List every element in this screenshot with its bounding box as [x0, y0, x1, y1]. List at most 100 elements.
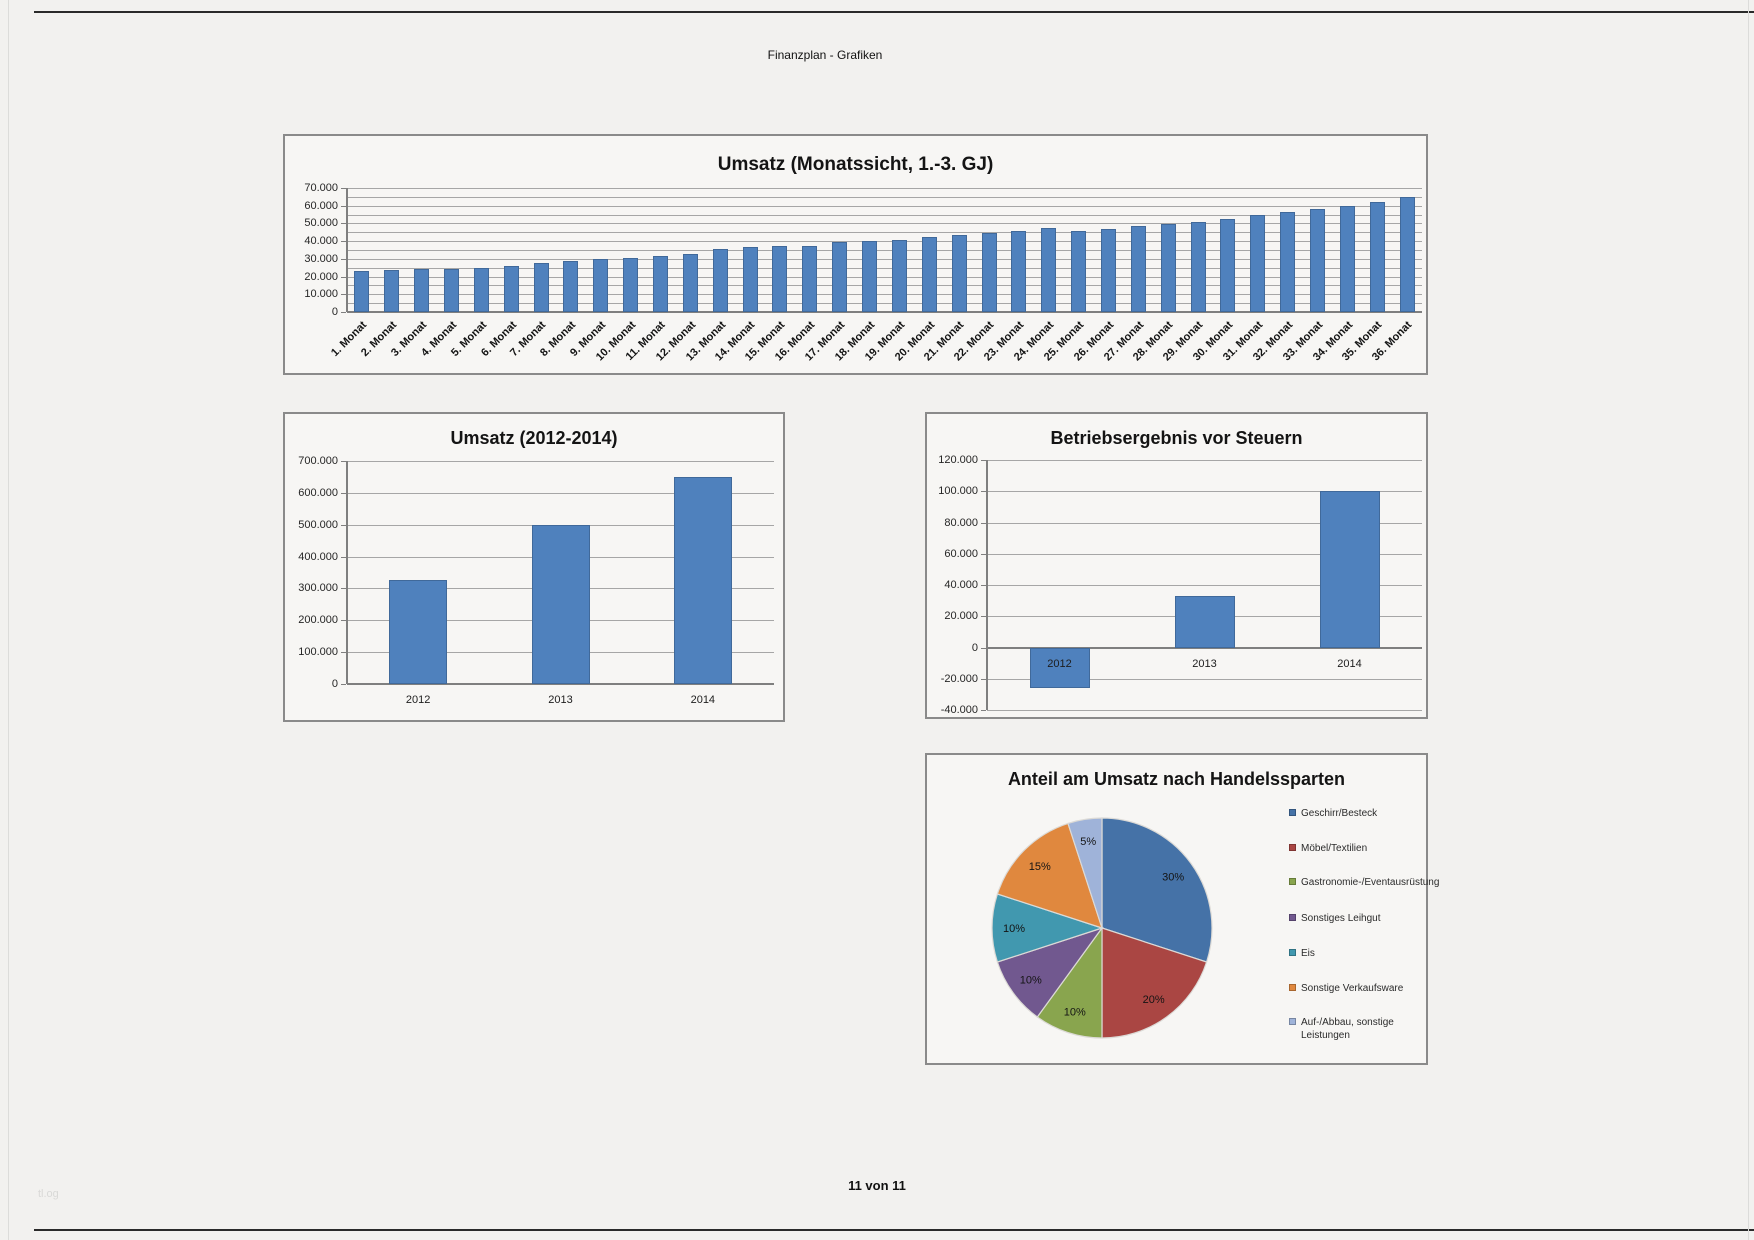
- plot-area: 0 10.000 20.000 30.000 40.000 50.000 60.000 70.…: [285, 136, 1426, 373]
- y-axis-label: 400.000: [298, 550, 338, 563]
- pie-percentage-label: 10%: [1003, 923, 1025, 935]
- gridline: [347, 267, 1422, 269]
- bar: [1220, 219, 1236, 312]
- x-axis-line: [347, 311, 1422, 313]
- bar: [1369, 202, 1385, 312]
- gridline: [347, 241, 1422, 243]
- bar: [712, 249, 728, 312]
- bar: [682, 253, 698, 312]
- bar: [473, 267, 489, 312]
- y-axis-label: 300.000: [298, 582, 338, 595]
- bar: [1280, 211, 1296, 312]
- gridline: [987, 491, 1422, 493]
- y-axis-tick: [341, 492, 346, 494]
- chart-anteil-handelssparten: Anteil am Umsatz nach Handelssparten 30%…: [925, 753, 1439, 1065]
- legend-item: Auf-/Abbau, sonstige Leistungen: [1289, 1016, 1421, 1042]
- y-axis-label: 200.000: [298, 614, 338, 627]
- legend-swatch: [1289, 809, 1296, 816]
- chart-title: Betriebsergebnis vor Steuern: [1050, 428, 1303, 448]
- y-axis-tick: [981, 616, 986, 618]
- bar: [1339, 205, 1355, 312]
- bar: [862, 241, 878, 312]
- pie-svg: 30% 20% 10% 10% 10% 15% 5%: [991, 817, 1213, 1039]
- legend-swatch: [1289, 844, 1296, 851]
- bar: [673, 476, 732, 684]
- bar: [1174, 595, 1235, 648]
- y-axis-label: 70.000: [304, 182, 338, 194]
- legend-label: Möbel/Textilien: [1301, 843, 1368, 854]
- legend-label: Auf-/Abbau, sonstige Leistungen: [1301, 1017, 1394, 1041]
- y-axis-label: 40.000: [304, 235, 338, 248]
- gridline: [347, 205, 1422, 207]
- bar: [981, 233, 997, 312]
- page-bottom-rule: [34, 1229, 1754, 1231]
- bar: [593, 258, 609, 312]
- x-axis-line: [347, 683, 774, 685]
- bar: [1250, 215, 1266, 312]
- pie-area: 30% 20% 10% 10% 10% 15% 5% Geschirr/Besteck Möbe…: [927, 755, 1439, 1063]
- y-axis-line: [346, 188, 348, 312]
- page-left-edge: [8, 0, 9, 1240]
- y-axis-label: 120.000: [938, 454, 978, 466]
- y-axis-label: 600.000: [298, 486, 338, 499]
- chart-title: Anteil am Umsatz nach Handelssparten: [1007, 769, 1346, 789]
- bar: [531, 524, 590, 684]
- gridline: [347, 188, 1422, 189]
- x-axis-label: 2013: [548, 694, 573, 706]
- gridline: [987, 522, 1422, 524]
- legend-swatch: [1289, 914, 1296, 921]
- bar: [354, 271, 370, 312]
- pie-slice-6: [996, 822, 1103, 929]
- bar: [802, 245, 818, 312]
- legend-label: Geschirr/Besteck: [1301, 808, 1378, 819]
- gridline: [347, 285, 1422, 287]
- bar: [414, 268, 430, 312]
- legend-item: Möbel/Textilien: [1289, 842, 1421, 855]
- bar: [951, 234, 967, 312]
- y-axis-label: 40.000: [944, 579, 978, 591]
- y-axis-label: -40.000: [940, 704, 978, 716]
- bar: [1130, 226, 1146, 312]
- y-axis-label: 0: [971, 641, 978, 654]
- y-axis-label: 60.000: [944, 547, 978, 560]
- page-top-rule: [34, 11, 1754, 13]
- bar: [503, 265, 519, 312]
- bar: [1319, 491, 1380, 648]
- y-axis-tick: [981, 647, 986, 649]
- bar: [623, 257, 639, 312]
- y-axis-label: 60.000: [304, 199, 338, 212]
- y-axis-tick: [341, 276, 346, 278]
- bar: [384, 270, 400, 312]
- bar: [1399, 196, 1415, 312]
- y-axis-tick: [341, 588, 346, 590]
- chart-umsatz-jahre: Umsatz (2012-2014) 0 100.000 200.000 300.00…: [283, 412, 785, 722]
- pie-percentage-label: 15%: [1029, 861, 1051, 873]
- y-axis-tick: [341, 294, 346, 296]
- y-axis-label: 100.000: [938, 485, 978, 498]
- legend-swatch: [1289, 984, 1296, 991]
- y-axis-tick: [341, 223, 346, 225]
- y-axis-label: 50.000: [304, 217, 338, 230]
- x-axis-label: 2012: [1047, 657, 1072, 670]
- x-axis-label: 2012: [405, 694, 431, 706]
- plot-area: -40.000 -20.000 0 20.000 40.000 60.000 80.000 1…: [927, 414, 1426, 717]
- gridline: [987, 678, 1422, 680]
- y-axis-label: 100.000: [298, 646, 338, 659]
- gridline: [347, 232, 1422, 234]
- y-axis-tick: [341, 312, 346, 313]
- legend-item: Sonstige Verkaufsware: [1289, 982, 1421, 995]
- y-axis-tick: [341, 258, 346, 260]
- bar: [1041, 227, 1057, 312]
- bar: [921, 236, 937, 312]
- bar: [772, 245, 788, 312]
- plot-area: 0 100.000 200.000 300.000 400.000 500.000 600.…: [285, 414, 783, 720]
- gridline: [347, 294, 1422, 296]
- pie-slice-7: [1067, 817, 1103, 929]
- gridline: [347, 214, 1422, 216]
- y-axis-label: 80.000: [944, 516, 978, 529]
- gridline: [987, 585, 1422, 586]
- legend-item: Eis: [1289, 947, 1421, 960]
- gridline: [987, 460, 1422, 461]
- y-axis-tick: [341, 684, 346, 685]
